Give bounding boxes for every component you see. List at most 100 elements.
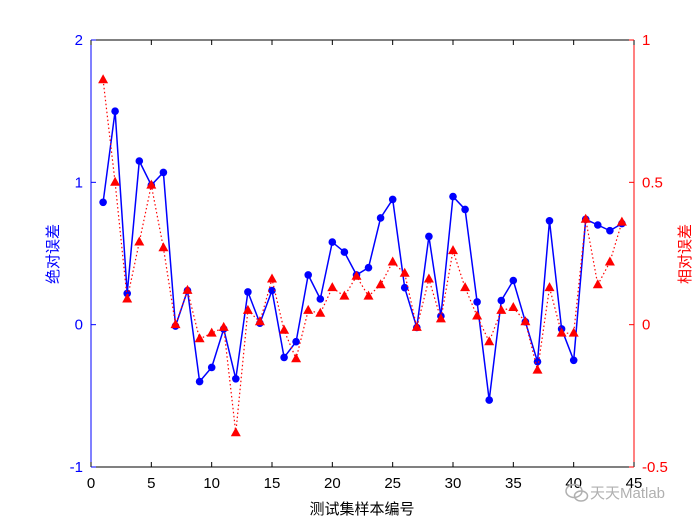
relative-error-point xyxy=(423,273,434,283)
absolute-error-point xyxy=(364,263,373,272)
x-tick-label: 35 xyxy=(505,475,522,492)
relative-error-point xyxy=(170,319,181,329)
right-y-tick-label: 0.5 xyxy=(642,174,663,191)
absolute-error-point xyxy=(135,157,144,165)
absolute-error-point xyxy=(473,298,481,306)
right-y-axis-label: 相对误差 xyxy=(676,224,694,284)
relative-error-point xyxy=(182,284,193,294)
absolute-error-point xyxy=(292,337,300,346)
absolute-error-line xyxy=(102,111,623,401)
absolute-error-point xyxy=(606,226,614,235)
absolute-error-point xyxy=(340,248,349,256)
x-tick-label: 20 xyxy=(324,475,341,492)
x-tick-label: 25 xyxy=(384,475,401,492)
absolute-error-point xyxy=(497,296,506,305)
series-layer xyxy=(98,74,627,437)
x-tick-label: 30 xyxy=(445,475,462,492)
relative-error-point xyxy=(568,327,579,337)
relative-error-point xyxy=(206,327,217,337)
relative-error-point xyxy=(411,321,422,331)
relative-error-point xyxy=(315,307,326,317)
relative-error-point xyxy=(279,324,290,334)
right-y-tick-label: 0 xyxy=(642,317,650,334)
right-y-tick-label: 1 xyxy=(642,32,650,49)
absolute-error-point xyxy=(425,232,433,241)
relative-error-point xyxy=(399,267,410,277)
relative-error-point xyxy=(448,245,458,255)
left-y-tick-label: 2 xyxy=(75,32,83,49)
left-y-tick-label: 0 xyxy=(75,317,83,334)
absolute-error-point xyxy=(328,238,337,246)
left-y-tick-label: -1 xyxy=(70,459,83,476)
absolute-error-point xyxy=(594,221,602,229)
relative-error-point xyxy=(303,304,314,314)
x-tick-label: 10 xyxy=(203,475,220,492)
relative-error-point xyxy=(194,333,205,343)
absolute-error-point xyxy=(388,195,397,204)
relative-error-point xyxy=(158,242,169,252)
wechat-icon xyxy=(565,483,589,502)
x-axis-label: 测试集样本编号 xyxy=(309,500,414,518)
absolute-error-point xyxy=(569,356,578,365)
absolute-error-point xyxy=(449,192,457,201)
relative-error-point xyxy=(556,327,567,337)
left-y-tick-label: 1 xyxy=(75,174,83,191)
x-tick-label: 0 xyxy=(87,475,95,492)
relative-error-point xyxy=(327,282,338,292)
relative-error-point xyxy=(435,313,446,323)
relative-error-point xyxy=(363,290,374,300)
relative-error-point xyxy=(339,290,350,300)
relative-error-point xyxy=(98,74,109,84)
relative-error-point xyxy=(351,270,362,280)
absolute-error-point xyxy=(159,168,168,177)
absolute-error-point xyxy=(509,276,518,285)
watermark: 天天Matlab xyxy=(565,483,665,502)
x-tick-label: 40 xyxy=(565,475,582,492)
relative-error-point xyxy=(520,316,531,326)
relative-error-point xyxy=(484,336,495,346)
relative-error-point xyxy=(616,216,627,226)
relative-error-point xyxy=(134,236,145,246)
relative-error-point xyxy=(460,282,471,292)
absolute-error-point xyxy=(304,271,313,279)
right-y-tick-label: -0.5 xyxy=(642,459,668,476)
absolute-error-point xyxy=(461,205,469,214)
absolute-error-point xyxy=(195,377,204,386)
relative-error-point xyxy=(592,279,603,289)
absolute-error-point xyxy=(207,363,216,372)
relative-error-point xyxy=(375,279,386,289)
absolute-error-point xyxy=(244,288,252,296)
absolute-error-point xyxy=(316,295,325,303)
absolute-error-point xyxy=(99,198,107,207)
relative-error-point xyxy=(387,256,398,266)
relative-error-point xyxy=(218,321,229,331)
relative-error-point xyxy=(146,179,157,189)
x-tick-label: 45 xyxy=(626,475,643,492)
watermark-text: 天天Matlab xyxy=(590,485,665,502)
relative-error-point xyxy=(544,282,555,292)
x-tick-label: 5 xyxy=(147,475,155,492)
relative-error-point xyxy=(532,364,543,374)
relative-error-point xyxy=(267,273,277,283)
relative-error-point xyxy=(604,256,615,266)
absolute-error-point xyxy=(268,286,276,295)
absolute-error-point xyxy=(376,214,385,222)
absolute-error-point xyxy=(485,396,494,404)
relative-error-point xyxy=(254,316,265,326)
relative-error-point xyxy=(472,310,483,320)
absolute-error-point xyxy=(533,357,542,366)
relative-error-point xyxy=(291,353,302,363)
absolute-error-point xyxy=(545,217,554,225)
relative-error-point xyxy=(110,176,121,186)
relative-error-point xyxy=(580,213,591,223)
relative-error-point xyxy=(230,427,241,437)
x-tick-label: 15 xyxy=(264,475,281,492)
left-y-axis-label: 绝对误差 xyxy=(44,224,62,284)
relative-error-point xyxy=(122,293,133,303)
relative-error-point xyxy=(508,302,519,311)
absolute-error-point xyxy=(232,375,240,383)
absolute-error-point xyxy=(400,283,409,292)
relative-error-line xyxy=(102,79,623,433)
relative-error-point xyxy=(242,304,253,314)
